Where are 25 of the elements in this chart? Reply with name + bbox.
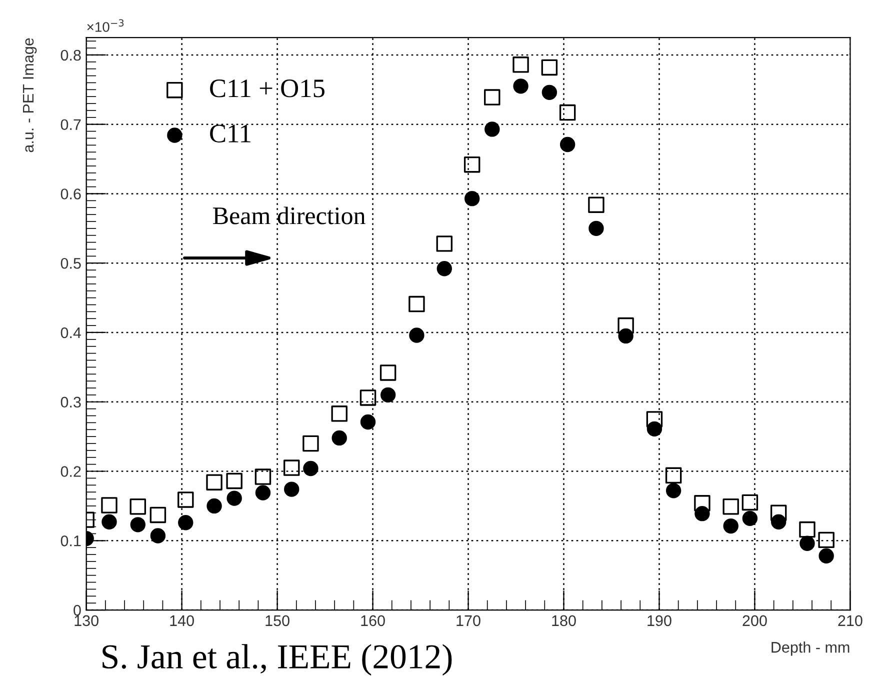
x-tick-label: 190 (648, 615, 672, 626)
x-tick-label: 140 (170, 615, 194, 626)
x-tick-label: 160 (361, 615, 385, 626)
y-tick-label: 0.3 (60, 396, 81, 408)
y-tick-label: 0.7 (60, 119, 81, 130)
y-tick-label: 0 (74, 604, 81, 616)
x-tick-label: 210 (838, 615, 862, 626)
x-tick-label: 180 (552, 615, 576, 626)
legend-label: C11 (210, 124, 250, 142)
y-tick-label: 0.1 (60, 536, 81, 546)
x-tick-label: 170 (456, 615, 480, 626)
y-axis-title: a.u. - PET Image (22, 38, 37, 152)
y-tick-label: 0.6 (60, 188, 81, 200)
annotation: Beam direction (213, 206, 366, 224)
x-tick-label: 200 (742, 615, 767, 626)
y-tick-label: 0.8 (60, 50, 81, 61)
y-tick-label: 0.5 (60, 258, 81, 269)
x-tick-label: 130 (74, 615, 98, 626)
x-axis-title: Depth - mm (772, 641, 850, 656)
y-tick-label: 0.2 (60, 466, 81, 477)
text: ×10$^{−3}$ (87, 19, 124, 32)
x-tick-label: 150 (266, 615, 290, 626)
text: S. Jan et al., IEEE (2012) (102, 644, 452, 676)
legend-label: C11 + O15 (210, 80, 324, 98)
y-tick-label: 0.4 (60, 327, 82, 338)
